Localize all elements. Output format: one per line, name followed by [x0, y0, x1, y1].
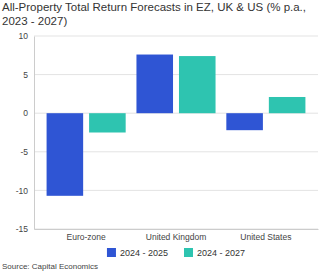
legend-item: 2024 - 2025	[107, 248, 168, 258]
y-tick: 0	[23, 108, 34, 118]
x-tick: United Kingdom	[146, 229, 206, 242]
title: All-Property Total Return Forecasts in E…	[2, 1, 306, 27]
chart: All-Property Total Return Forecasts in E…	[0, 0, 325, 273]
y-tick-label: 0	[23, 108, 28, 118]
grid-line	[34, 74, 318, 75]
x-tick-label: United States	[240, 232, 291, 242]
legend-label: 2024 - 2027	[197, 248, 245, 258]
y-tick: -10	[16, 186, 34, 196]
source: Source: Capital Economics	[2, 262, 98, 271]
legend: 2024 - 2025 2024 - 2027	[107, 248, 245, 258]
y-tick: -5	[20, 147, 34, 157]
y-tick: 5	[23, 70, 34, 80]
x-axis-line	[35, 229, 319, 230]
bar	[269, 97, 306, 113]
y-tick-label: -10	[16, 186, 29, 196]
legend-item: 2024 - 2027	[184, 248, 245, 258]
bar	[136, 55, 173, 114]
y-tick-label: -15	[16, 224, 29, 234]
legend-swatch	[107, 248, 116, 257]
y-tick-label: 10	[19, 31, 29, 41]
grid-line	[34, 229, 318, 230]
bar	[226, 113, 263, 130]
bar	[179, 56, 216, 113]
y-tick: 10	[19, 31, 34, 41]
y-tick-label: 5	[23, 70, 28, 80]
x-tick-label: Euro-zone	[67, 232, 106, 242]
grid	[34, 36, 318, 229]
y-axis: -15 -10 -5 0 5 10	[16, 31, 35, 234]
legend-swatch	[184, 248, 193, 257]
x-tick: United States	[240, 229, 291, 242]
legend-label: 2024 - 2025	[120, 248, 168, 258]
x-tick: Euro-zone	[67, 229, 106, 242]
series	[47, 55, 263, 196]
x-tick-label: United Kingdom	[146, 232, 206, 242]
bar	[47, 113, 84, 196]
y-axis-line	[34, 37, 35, 230]
x-axis: Euro-zone United Kingdom United States	[35, 229, 319, 242]
bars	[47, 55, 306, 196]
bar	[89, 113, 126, 132]
y-tick-label: -5	[20, 147, 28, 157]
y-tick: -15	[16, 224, 34, 234]
series	[89, 56, 305, 132]
grid-line	[34, 36, 318, 37]
